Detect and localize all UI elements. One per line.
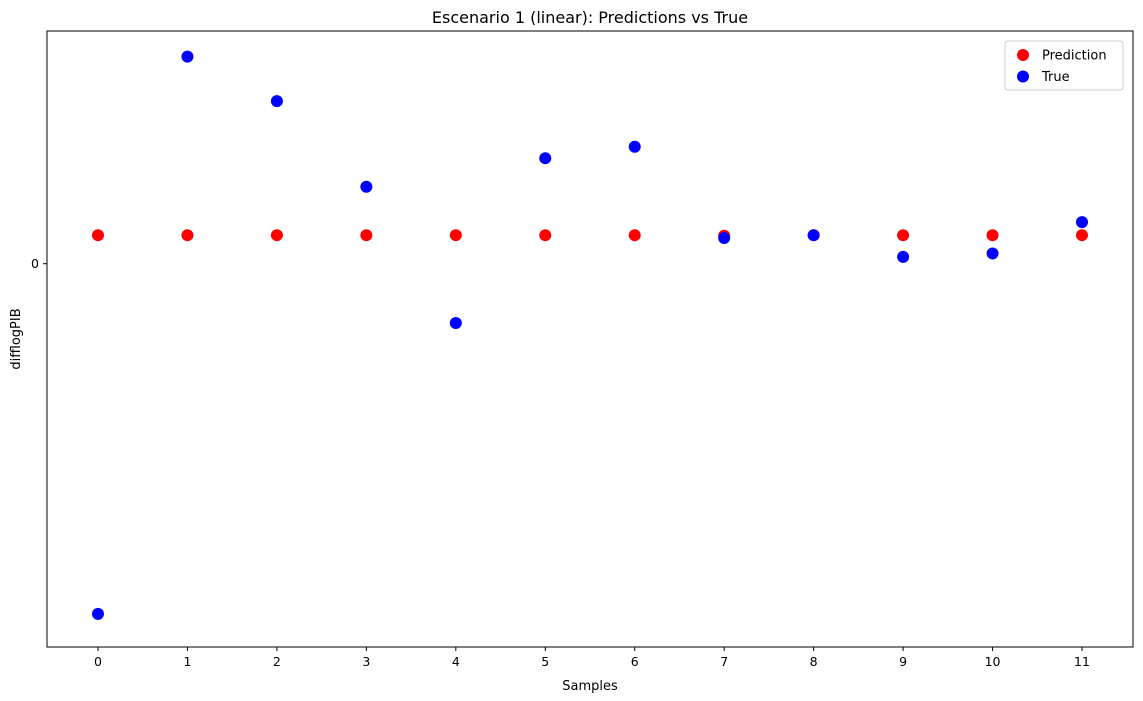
- chart-title: Escenario 1 (linear): Predictions vs Tru…: [432, 8, 748, 27]
- x-tick-label: 4: [452, 654, 460, 669]
- legend-marker-true: [1017, 70, 1029, 83]
- x-tick-label: 2: [273, 654, 281, 669]
- x-tick-label: 7: [720, 654, 728, 669]
- prediction-point: [1076, 229, 1089, 242]
- x-tick-label: 6: [631, 654, 639, 669]
- plot-frame: [46, 30, 1134, 648]
- prediction-point: [360, 229, 373, 242]
- prediction-point: [270, 229, 283, 242]
- x-tick-label: 5: [541, 654, 549, 669]
- true-point: [91, 607, 104, 620]
- true-point: [1076, 216, 1089, 229]
- true-point: [360, 180, 373, 193]
- x-tick-label: 0: [94, 654, 102, 669]
- true-point: [270, 95, 283, 108]
- x-tick-label: 1: [183, 654, 191, 669]
- true-point: [718, 232, 731, 245]
- true-point: [628, 140, 641, 153]
- legend: Prediction True: [1004, 40, 1124, 91]
- x-tick-label: 8: [810, 654, 818, 669]
- y-axis-label: difflogPIB: [9, 308, 24, 369]
- prediction-point: [628, 229, 641, 242]
- legend-marker-prediction: [1017, 49, 1029, 61]
- x-tick-label: 3: [362, 654, 370, 669]
- true-point: [807, 229, 820, 242]
- legend-box: [1004, 40, 1124, 91]
- prediction-point: [897, 229, 910, 242]
- x-tick-label: 10: [985, 654, 1001, 669]
- prediction-point: [181, 229, 194, 242]
- legend-label-prediction: Prediction: [1042, 49, 1107, 64]
- prediction-point: [986, 229, 999, 242]
- true-point: [897, 250, 910, 263]
- x-axis-label: Samples: [562, 679, 618, 694]
- prediction-point: [91, 229, 104, 242]
- x-tick-label: 9: [899, 654, 907, 669]
- data-points: [91, 50, 1089, 620]
- axis-ticks: 0 1 2 3 4 5 6 7 8 9 10 11 0: [31, 256, 1090, 669]
- prediction-point: [539, 229, 552, 242]
- true-point: [986, 247, 999, 260]
- true-point: [539, 152, 552, 165]
- legend-label-true: True: [1041, 70, 1070, 85]
- true-point: [181, 50, 194, 63]
- true-point: [449, 317, 462, 330]
- y-tick-label: 0: [31, 256, 39, 271]
- prediction-point: [449, 229, 462, 242]
- x-tick-label: 11: [1074, 654, 1090, 669]
